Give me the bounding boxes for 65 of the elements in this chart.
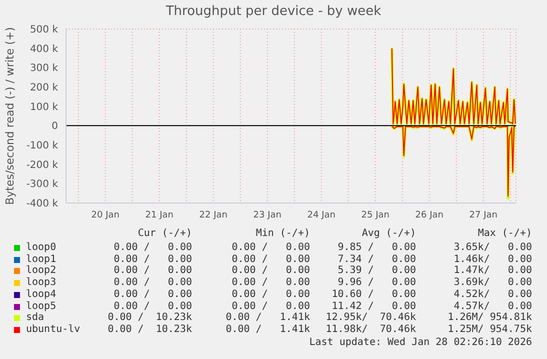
text: 0.00 / 1.41k <box>226 312 310 324</box>
text: 10.60 / 0.00 <box>332 288 416 300</box>
text: 3.69k/ 0.00 <box>454 277 532 288</box>
text: 0.00 / 0.00 <box>114 242 192 253</box>
text: 3.65k/ 0.00 <box>454 242 532 253</box>
legend-label: loop1 <box>26 254 56 265</box>
legend-label: sda <box>26 312 44 324</box>
text: Last update: Wed Jan 28 02:26:10 2026 <box>309 336 532 348</box>
legend-label: loop2 <box>26 265 56 276</box>
y-tick-label: 300 k <box>30 63 58 74</box>
text: 9.85 / 0.00 <box>338 242 416 253</box>
x-tick-label: 25 Jan <box>361 210 390 220</box>
text: 0.00 / 0.00 <box>232 254 310 265</box>
text: 1.25M/ 954.75k <box>448 324 532 335</box>
text: 0.00 / 0.00 <box>232 242 310 253</box>
y-tick-label: 400 k <box>30 44 58 55</box>
text: 9.96 / 0.00 <box>338 277 416 288</box>
text: Avg (-/+) <box>362 228 416 239</box>
text: 1.26M/ 954.81k <box>448 312 532 324</box>
text: 0.00 / 0.00 <box>114 300 192 312</box>
x-tick-label: 27 Jan <box>469 210 498 220</box>
y-tick-label: -100 k <box>26 140 58 152</box>
text: 4.52k/ 0.00 <box>454 288 532 300</box>
y-tick-label: -300 k <box>26 179 58 190</box>
x-tick-label: 22 Jan <box>199 210 228 220</box>
text: 0.00 / 0.00 <box>114 288 192 300</box>
text: 4.57k/ 0.00 <box>454 300 532 312</box>
text: 12.95k/ 70.46k <box>326 312 416 324</box>
text: 1.47k/ 0.00 <box>454 265 532 276</box>
text: 0.00 / 0.00 <box>114 254 192 265</box>
y-axis-title: Bytes/second read (-) / write (+) <box>4 27 16 205</box>
legend-label: loop0 <box>26 242 56 253</box>
x-tick-label: 21 Jan <box>145 210 174 220</box>
y-tick-label: 100 k <box>30 102 58 113</box>
text: 11.42 / 0.00 <box>332 300 416 312</box>
text: 0.00 / 10.23k <box>108 324 192 335</box>
chart-title: Throughput per device - by week <box>164 4 382 19</box>
text: Max (-/+) <box>478 228 532 239</box>
y-tick-label: 500 k <box>30 24 58 36</box>
text: 0.00 / 10.23k <box>108 312 192 324</box>
text: 0.00 / 0.00 <box>232 300 310 312</box>
text: 0.00 / 0.00 <box>114 265 192 276</box>
y-tick-label: 200 k <box>30 82 58 94</box>
x-tick-label: 24 Jan <box>307 210 336 220</box>
text: 0.00 / 1.41k <box>226 324 310 335</box>
text: 7.34 / 0.00 <box>338 254 416 265</box>
legend-label: loop3 <box>26 277 56 288</box>
x-tick-label: 26 Jan <box>415 210 444 220</box>
text: 11.98k/ 70.46k <box>326 324 416 335</box>
text: Cur (-/+) <box>138 228 192 239</box>
y-tick-label: -200 k <box>26 160 58 171</box>
text: 0.00 / 0.00 <box>114 277 192 288</box>
x-tick-label: 23 Jan <box>253 210 282 220</box>
text: Min (-/+) <box>256 228 310 239</box>
y-tick-label: 0 <box>52 121 58 132</box>
text: 0.00 / 0.00 <box>232 265 310 276</box>
y-tick-label: -400 k <box>26 198 58 210</box>
x-tick-label: 20 Jan <box>91 210 120 220</box>
legend-label: loop5 <box>26 300 56 312</box>
text: 5.39 / 0.00 <box>338 265 416 276</box>
text: 0.00 / 0.00 <box>232 277 310 288</box>
legend-label: ubuntu-lv <box>26 324 80 335</box>
text: 0.00 / 0.00 <box>232 288 310 300</box>
text: 1.46k/ 0.00 <box>454 254 532 265</box>
legend-label: loop4 <box>26 288 56 300</box>
